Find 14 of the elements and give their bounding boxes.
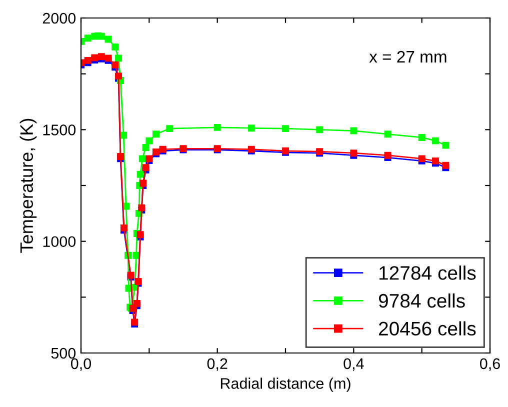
annotation: x = 27 mm	[369, 50, 446, 63]
y-tick-label: 1000	[43, 236, 76, 248]
x-tick-label: 0,4	[344, 358, 364, 371]
y-tick-label: 1500	[43, 124, 76, 136]
legend-label: 12784 cells	[380, 266, 476, 280]
x-tick-label: 0,2	[207, 358, 228, 371]
x-axis-title: Radial distance (m)	[220, 378, 350, 392]
x-tick-label: 0,6	[480, 358, 500, 371]
y-axis-title: Temperature, (K)	[20, 118, 37, 253]
x-tick-label: 0,0	[70, 358, 92, 371]
y-tick-label: 500	[51, 348, 76, 359]
legend-label: 20456 cells	[379, 321, 476, 336]
legend-label: 9784 cells	[378, 293, 465, 308]
y-tick-label: 2000	[42, 12, 76, 24]
